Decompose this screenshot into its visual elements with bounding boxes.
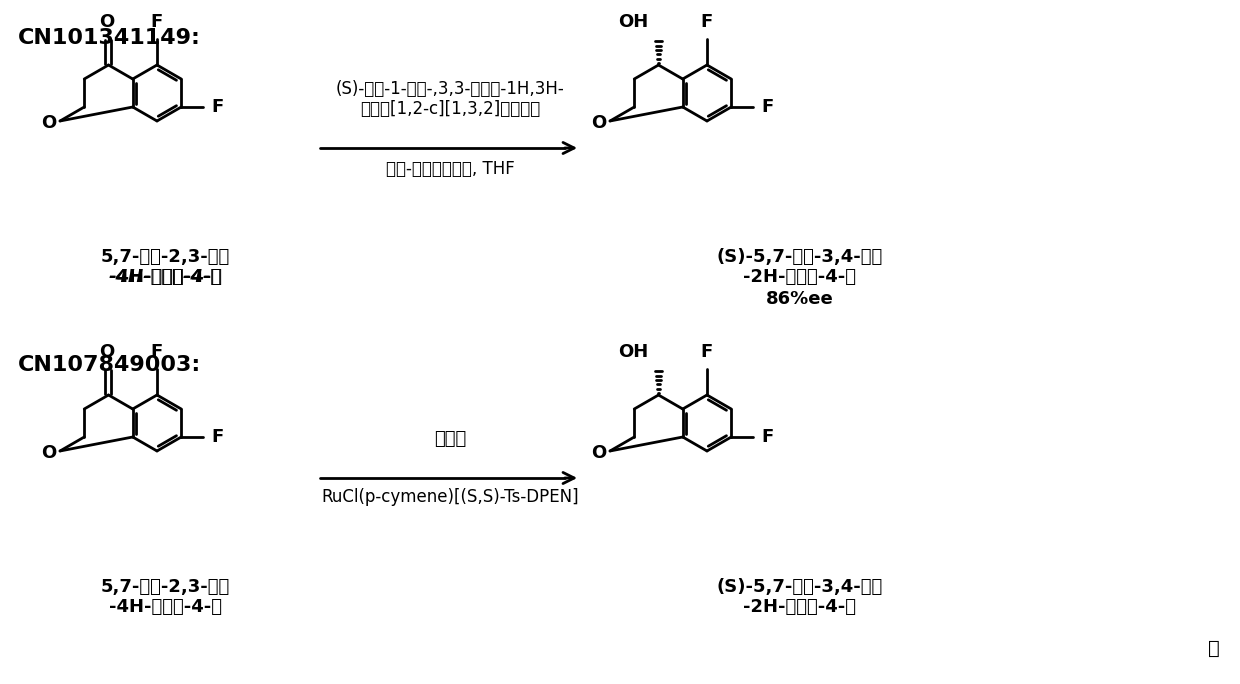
Text: F: F — [151, 343, 164, 361]
Text: -2H-色原烯-4-醇: -2H-色原烯-4-醇 — [744, 598, 857, 616]
Text: F: F — [701, 13, 713, 31]
Text: 5,7-二氟-2,3-二氢: 5,7-二氟-2,3-二氢 — [100, 578, 229, 596]
Text: CN101341149:: CN101341149: — [19, 28, 201, 48]
Text: OH: OH — [619, 343, 649, 361]
Text: O: O — [590, 444, 606, 462]
Text: O: O — [99, 343, 114, 361]
Text: F: F — [212, 98, 223, 116]
Text: -2H-色原烯-4-醇: -2H-色原烯-4-醇 — [744, 268, 857, 286]
Text: (S)-5,7-二氟-3,4-二氢: (S)-5,7-二氟-3,4-二氢 — [717, 578, 883, 596]
Text: -4H-色原烯-4-酮: -4H-色原烯-4-酮 — [108, 268, 222, 286]
Text: F: F — [761, 428, 774, 446]
Text: (S)-5,7-二氟-3,4-二氢: (S)-5,7-二氟-3,4-二氢 — [717, 248, 883, 266]
Text: F: F — [151, 13, 164, 31]
Text: O: O — [590, 114, 606, 132]
Text: O: O — [41, 444, 56, 462]
Text: RuCl(p-cymene)[(S,S)-Ts-DPEN]: RuCl(p-cymene)[(S,S)-Ts-DPEN] — [321, 488, 579, 506]
Text: F: F — [701, 343, 713, 361]
Text: OH: OH — [619, 13, 649, 31]
Text: O: O — [41, 114, 56, 132]
Text: -4H-色原烯-4-酮: -4H-色原烯-4-酮 — [109, 598, 222, 616]
Text: 86%ee: 86%ee — [766, 290, 833, 308]
Text: (S)-四氢-1-甲基-,3,3-二苯基-1H,3H-: (S)-四氢-1-甲基-,3,3-二苯基-1H,3H- — [336, 80, 564, 98]
Text: 氢供体: 氢供体 — [434, 430, 466, 448]
Text: 。: 。 — [1208, 639, 1220, 658]
Text: -4H-色原烯-4-酮: -4H-色原烯-4-酮 — [109, 268, 222, 286]
Text: 硼烷-二甲基硫化物, THF: 硼烷-二甲基硫化物, THF — [386, 160, 515, 178]
Text: O: O — [99, 13, 114, 31]
Text: 吡咯并[1,2-c][1,3,2]恶唑硼烷: 吡咯并[1,2-c][1,3,2]恶唑硼烷 — [360, 100, 541, 118]
Text: F: F — [212, 428, 223, 446]
Text: CN107849003:: CN107849003: — [19, 355, 201, 375]
Text: F: F — [761, 98, 774, 116]
Text: 5,7-二氟-2,3-二氢: 5,7-二氟-2,3-二氢 — [100, 248, 229, 266]
